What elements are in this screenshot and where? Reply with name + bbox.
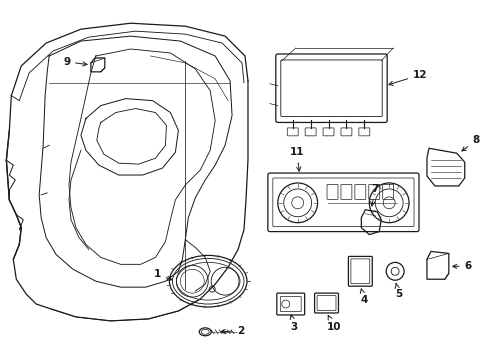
Text: 9: 9 [63, 57, 87, 67]
Text: 4: 4 [360, 289, 367, 305]
Text: 12: 12 [388, 70, 427, 85]
Text: 3: 3 [289, 315, 297, 332]
Text: 11: 11 [289, 147, 304, 171]
Text: 2: 2 [221, 326, 244, 336]
Text: 6: 6 [452, 261, 471, 271]
Text: 5: 5 [394, 284, 402, 299]
Text: 8: 8 [461, 135, 479, 151]
Text: 10: 10 [326, 315, 340, 332]
Text: 7: 7 [370, 184, 378, 206]
Text: 1: 1 [153, 269, 171, 280]
